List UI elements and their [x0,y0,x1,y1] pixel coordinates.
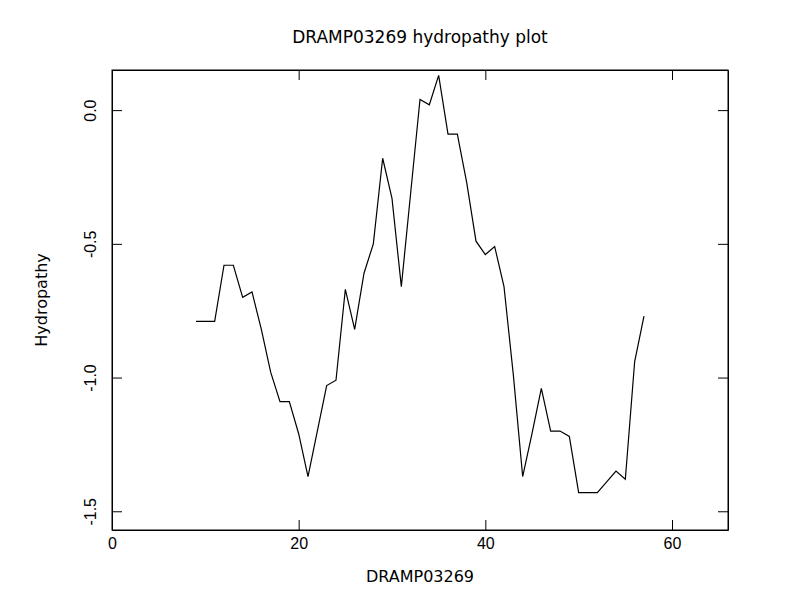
y-axis-right [718,71,729,531]
x-axis-tick-label: 60 [664,535,682,552]
x-axis-tick-label: 20 [290,535,308,552]
x-axis-tick: 60 [664,520,682,552]
x-axis-tick-label: 40 [477,535,495,552]
y-axis: -1.5 -1.0 -0.5 0.0 [82,71,122,531]
plot-frame [112,70,728,530]
x-axis-tick-mark [672,520,673,530]
x-axis-title: DRAMP03269 [366,567,474,586]
y-axis-right-tick-mark [718,244,728,245]
y-axis-tick-mark [112,378,122,379]
y-axis-right-tick-mark [718,511,728,512]
x-axis-tick-label: 0 [108,535,117,552]
hydropathy-line [196,75,644,492]
chart: 0 20 40 60 -1.5 -1.0 -0.5 0.0 DRAMP03269 hydropa… [0,0,800,600]
y-axis-tick: -0.5 [82,230,122,258]
x-axis-tick-mark [485,520,486,530]
y-axis-right-tick [718,110,728,111]
y-axis-tick: 0.0 [82,99,122,121]
x-axis-top [113,70,729,80]
y-axis-right-tick-mark [718,110,728,111]
x-axis-top-tick-mark [299,70,300,80]
plot-area: 0 20 40 60 -1.5 -1.0 -0.5 0.0 [82,70,729,552]
y-axis-right-tick [718,244,728,245]
y-axis-tick-label: -1.5 [82,498,99,526]
x-axis-tick: 40 [477,520,495,552]
y-axis-right-tick-mark [718,378,728,379]
y-axis-tick-mark [112,110,122,111]
y-axis-tick-mark [112,244,122,245]
y-axis-tick-label: 0.0 [82,99,99,121]
x-axis-tick: 20 [290,520,308,552]
y-axis-tick: -1.0 [82,364,122,392]
x-axis-top-tick [485,70,486,80]
y-axis-right-tick [718,378,728,379]
series-group [196,75,644,492]
y-axis-tick-label: -1.0 [82,364,99,392]
y-axis-tick-mark [112,511,122,512]
x-axis-tick-mark [299,520,300,530]
y-axis-tick: -1.5 [82,498,122,526]
chart-title: DRAMP03269 hydropathy plot [292,27,548,47]
x-axis-top-tick [672,70,673,80]
y-axis-right-tick [718,511,728,512]
x-axis-top-tick-mark [672,70,673,80]
y-axis-title: Hydropathy [32,253,51,347]
x-axis-top-tick [299,70,300,80]
x-axis-top-tick-mark [485,70,486,80]
y-axis-tick-label: -0.5 [82,230,99,258]
x-axis: 0 20 40 60 [108,520,728,552]
